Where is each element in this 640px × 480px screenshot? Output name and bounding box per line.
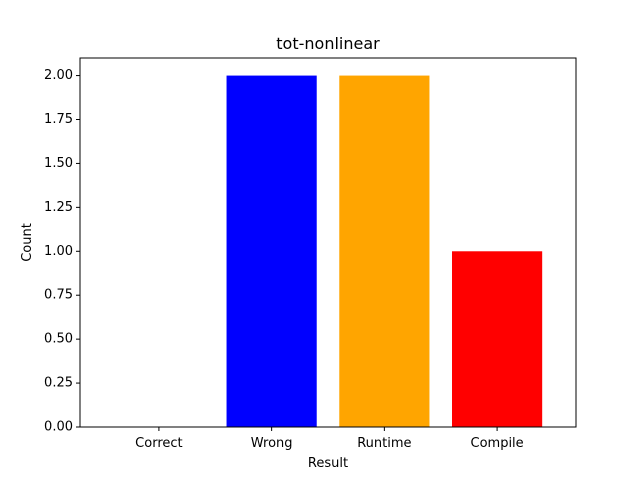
x-axis-ticks: Correct Wrong Runtime Compile — [135, 427, 524, 451]
x-tick-label: Runtime — [357, 436, 411, 451]
x-tick-label: Compile — [471, 436, 524, 451]
y-axis-ticks: 0.00 0.25 0.50 0.75 1.00 1.25 1.50 1.75 2.00 — [44, 68, 80, 435]
y-tick-label: 0.50 — [44, 332, 73, 347]
y-tick-label: 1.25 — [44, 200, 73, 215]
x-axis-label: Result — [308, 456, 348, 471]
bars-group — [226, 75, 543, 428]
x-tick-label: Correct — [135, 436, 182, 451]
y-tick-label: 0.00 — [44, 420, 73, 435]
y-axis-label: Count — [20, 223, 35, 262]
y-tick-label: 1.75 — [44, 112, 73, 127]
y-tick-label: 1.00 — [44, 244, 73, 259]
x-tick-label: Wrong — [251, 436, 293, 451]
y-tick-label: 0.75 — [44, 288, 73, 303]
bar-runtime — [339, 75, 430, 428]
bar-compile — [452, 251, 543, 427]
chart-title: tot-nonlinear — [276, 34, 380, 53]
y-tick-label: 1.50 — [44, 156, 73, 171]
plot-frame — [79, 57, 577, 428]
y-tick-label: 2.00 — [44, 68, 73, 83]
y-tick-label: 0.25 — [44, 376, 73, 391]
bar-wrong — [226, 75, 317, 428]
